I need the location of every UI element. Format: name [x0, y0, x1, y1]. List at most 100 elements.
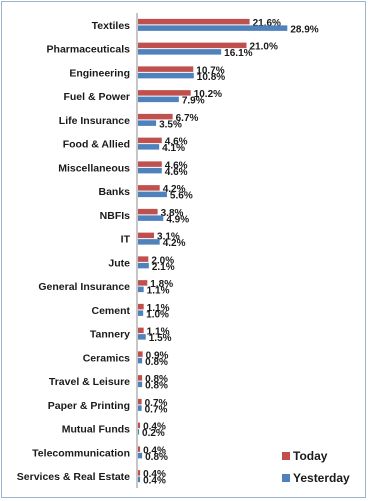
data-label: 5.6%: [170, 191, 193, 202]
bar-yesterday: [138, 96, 179, 103]
data-label: 0.9%: [146, 350, 169, 361]
legend-swatch-today: [282, 452, 290, 460]
bar-yesterday: [138, 120, 157, 126]
data-label: 1.1%: [147, 286, 170, 297]
bar-yesterday: [138, 476, 141, 483]
bar-today: [138, 232, 155, 239]
bar-today: [138, 446, 141, 452]
data-label: 3.1%: [157, 232, 180, 243]
bar-yesterday: [138, 72, 194, 79]
data-label: 10.8%: [197, 72, 225, 83]
bars: 21.6% 28.9% 21.0%16.1%10.7%10.8% 10.2%7.9% 6…: [138, 18, 319, 487]
bar-today: [138, 66, 194, 72]
data-label: 4.6%: [165, 160, 188, 171]
bar-today: [138, 185, 160, 191]
category-label: NBFIs: [100, 210, 130, 222]
data-label: 3.5%: [159, 119, 182, 130]
data-label: 2.1%: [152, 262, 175, 273]
bar-today: [138, 398, 142, 405]
category-label: Jute: [108, 257, 130, 269]
data-label: 4.2%: [163, 184, 186, 195]
bar-yesterday: [138, 286, 144, 293]
bar-today: [138, 303, 144, 310]
category-label: Paper & Printing: [48, 400, 130, 412]
data-label: 0.8%: [145, 381, 168, 392]
legend-label-today: Today: [293, 449, 328, 463]
bar-today: [138, 42, 247, 49]
data-label: 0.8%: [145, 357, 168, 368]
data-label: 1.1%: [147, 327, 170, 338]
bar-yesterday: [138, 191, 167, 198]
data-label: 28.9%: [290, 24, 318, 35]
data-label: 0.2%: [142, 428, 165, 439]
bar-today: [138, 375, 143, 381]
data-label: 3.8%: [161, 208, 184, 219]
category-label: IT: [121, 234, 131, 246]
bar-today: [138, 137, 162, 144]
data-label: 10.2%: [194, 89, 222, 100]
data-label: 16.1%: [224, 48, 252, 59]
bar-yesterday: [138, 429, 140, 435]
bar-today: [138, 113, 173, 120]
category-label: Cement: [91, 305, 130, 317]
data-label: 0.4%: [143, 422, 166, 433]
category-label: Miscellaneous: [58, 162, 130, 174]
category-label: Telecommunication: [32, 447, 130, 459]
bar-today: [138, 422, 141, 429]
data-label: 0.4%: [143, 469, 166, 480]
bar-yesterday: [138, 49, 222, 55]
bar-today: [138, 161, 162, 167]
bar-today: [138, 208, 158, 215]
bar-yesterday: [138, 215, 164, 221]
category-label: Ceramics: [83, 352, 130, 364]
data-label: 1.1%: [147, 303, 170, 314]
data-label: 6.7%: [176, 113, 199, 124]
bar-yesterday: [138, 25, 288, 31]
bar-yesterday: [138, 357, 143, 364]
data-label: 21.0%: [250, 42, 278, 53]
bar-today: [138, 470, 141, 476]
bar-today: [138, 18, 250, 25]
legend-swatch-yesterday: [282, 474, 290, 482]
bar-today: [138, 327, 144, 334]
category-label: General Insurance: [38, 281, 130, 293]
data-label: 0.4%: [143, 476, 166, 487]
bar-yesterday: [138, 310, 144, 316]
data-label: 1.0%: [146, 309, 169, 320]
data-label: 1.5%: [149, 333, 172, 344]
data-label: 10.7%: [196, 65, 224, 76]
category-label: Banks: [98, 186, 130, 198]
bar-yesterday: [138, 262, 149, 269]
category-label: Food & Allied: [63, 139, 130, 151]
bar-yesterday: [138, 452, 143, 459]
category-label: Travel & Leisure: [49, 376, 130, 388]
data-label: 4.2%: [163, 238, 186, 249]
data-label: 1.8%: [150, 279, 173, 290]
category-label: Services & Real Estate: [17, 471, 130, 483]
bar-yesterday: [138, 334, 146, 340]
data-label: 0.8%: [145, 374, 168, 385]
data-label: 4.6%: [165, 167, 188, 178]
data-label: 2.0%: [151, 255, 174, 266]
data-label: 4.6%: [165, 137, 188, 148]
category-label: Life Insurance: [59, 115, 130, 127]
category-label: Pharmaceuticals: [47, 44, 131, 56]
bar-yesterday: [138, 381, 143, 388]
bar-today: [138, 90, 191, 96]
data-label: 21.6%: [253, 18, 281, 29]
bar-yesterday: [138, 405, 142, 411]
bar-yesterday: [138, 144, 160, 150]
bar-today: [138, 280, 148, 286]
category-label: Fuel & Power: [63, 91, 130, 103]
category-label: Engineering: [69, 67, 130, 79]
legend: Today Yesterday: [282, 449, 350, 485]
data-label: 4.1%: [162, 143, 185, 154]
bar-yesterday: [138, 239, 160, 245]
category-label: Tannery: [90, 329, 130, 341]
bar-yesterday: [138, 167, 162, 174]
data-label: 0.4%: [143, 445, 166, 456]
data-label: 7.9%: [182, 96, 205, 107]
data-label: 0.7%: [145, 404, 168, 415]
